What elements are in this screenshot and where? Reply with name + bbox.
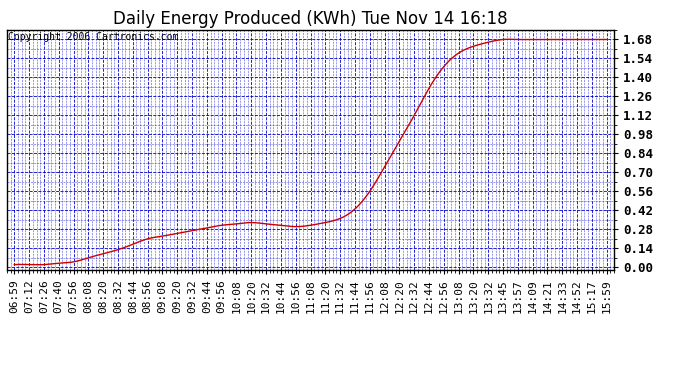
Text: Copyright 2006 Cartronics.com: Copyright 2006 Cartronics.com [8, 32, 179, 42]
Title: Daily Energy Produced (KWh) Tue Nov 14 16:18: Daily Energy Produced (KWh) Tue Nov 14 1… [113, 10, 508, 28]
